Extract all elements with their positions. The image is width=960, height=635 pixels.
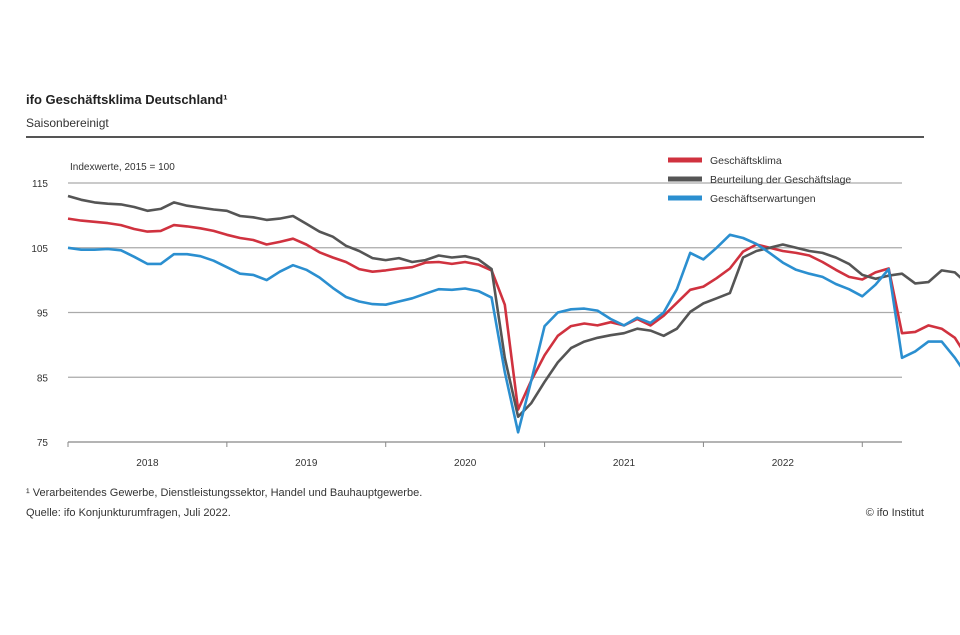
legend-label: Beurteilung der Geschäftslage xyxy=(710,174,851,186)
x-tick-label: 2019 xyxy=(295,458,318,469)
x-tick-label: 2021 xyxy=(613,458,636,469)
legend-label: Geschäftserwartungen xyxy=(710,193,816,205)
series-line-beurteilung-der-geschäftslage xyxy=(67,194,960,419)
title-divider xyxy=(26,136,924,138)
y-tick-label: 95 xyxy=(37,309,49,320)
source-note: Quelle: ifo Konjunkturumfragen, Juli 202… xyxy=(26,507,231,519)
series-lines xyxy=(67,194,960,434)
line-chart: 2018 2019 2020 2021 2022 75 85 95 105 115 Indexw… xyxy=(31,155,960,469)
y-axis: 75 85 95 105 115 xyxy=(31,179,48,449)
x-tick-label: 2018 xyxy=(136,458,159,469)
gridlines xyxy=(68,182,902,443)
y-tick-label: 75 xyxy=(37,438,49,449)
chart-title: ifo Geschäftsklima Deutschland¹ xyxy=(26,92,228,107)
x-tick-label: 2022 xyxy=(772,458,795,469)
series-line-geschäftsklima xyxy=(67,217,960,411)
legend: Geschäftsklima Beurteilung der Geschäftsl… xyxy=(668,155,851,205)
footnote: ¹ Verarbeitendes Gewerbe, Dienstleistung… xyxy=(26,487,423,499)
copyright: © ifo Institut xyxy=(865,507,924,519)
x-tick-label: 2020 xyxy=(454,458,477,469)
legend-label: Geschäftsklima xyxy=(710,155,782,167)
chart-subtitle: Saisonbereinigt xyxy=(26,116,109,130)
x-axis: 2018 2019 2020 2021 2022 xyxy=(67,442,863,469)
y-tick-label: 105 xyxy=(31,244,48,255)
y-tick-label: 115 xyxy=(32,179,48,190)
unit-label: Indexwerte, 2015 = 100 xyxy=(70,162,175,173)
y-tick-label: 85 xyxy=(37,373,49,384)
series-line-geschäftserwartungen xyxy=(67,233,960,434)
